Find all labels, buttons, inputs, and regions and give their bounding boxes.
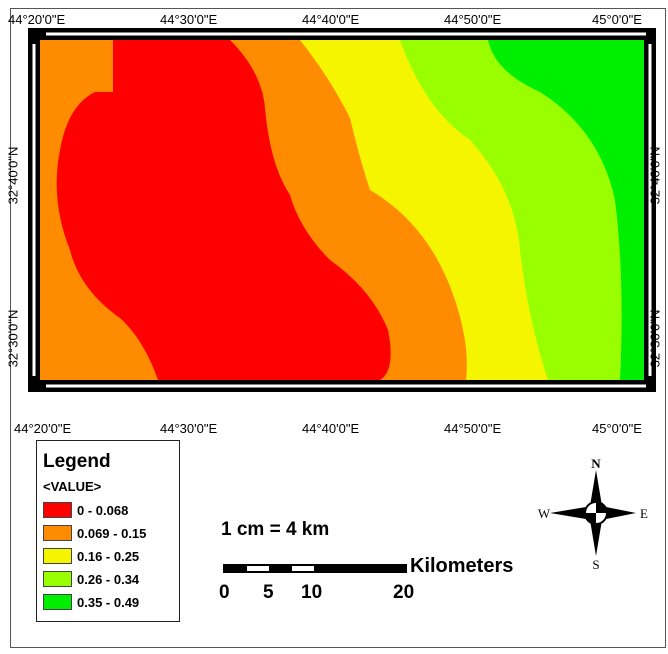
legend-label: 0 - 0.068 (77, 502, 129, 518)
scale-tick-label: 5 (263, 582, 274, 603)
legend-title: Legend (43, 451, 111, 472)
bottom-lon-label: 44°30'0"E (160, 421, 218, 436)
compass-n: N (591, 456, 601, 471)
bottom-lon-label: 44°40'0"E (302, 421, 360, 436)
scale-tick-label: 10 (301, 582, 323, 603)
scale-bar-segment (292, 566, 314, 571)
zone-0-0.068 (56, 40, 391, 380)
legend-item: 0.35 - 0.49 (43, 593, 139, 611)
map-raster (40, 40, 644, 380)
compass-quadrant (596, 502, 607, 513)
legend-swatch (43, 594, 72, 610)
legend-label: 0.069 - 0.15 (77, 525, 147, 541)
legend-label: 0.16 - 0.25 (77, 548, 140, 564)
top-lon-label: 44°50'0"E (444, 12, 502, 27)
scale-bar-segment (247, 566, 269, 571)
bottom-lon-label: 44°20'0"E (14, 421, 72, 436)
legend-item: 0.26 - 0.34 (43, 570, 139, 588)
scale-tick-label: 0 (219, 582, 230, 603)
top-lon-label: 45°0'0"E (592, 12, 642, 27)
legend-swatch (43, 525, 72, 541)
scale-bar-outline (223, 564, 407, 573)
top-lon-label: 44°20'0"E (8, 12, 66, 27)
compass-s: S (592, 557, 599, 571)
compass-w: W (538, 506, 551, 521)
bottom-lon-label: 44°50'0"E (444, 421, 502, 436)
legend-item: 0 - 0.068 (43, 501, 128, 519)
legend-swatch (43, 502, 72, 518)
scale-tick-label: 20 (393, 582, 415, 603)
map-layout-frame (10, 8, 666, 648)
legend-item: 0.069 - 0.15 (43, 524, 146, 542)
north-arrow-icon: N S W E (538, 456, 648, 571)
top-lon-label: 44°40'0"E (302, 12, 360, 27)
scale-ratio-text: 1 cm = 4 km (221, 519, 330, 540)
legend-swatch (43, 571, 72, 587)
neatline-ticks (32, 32, 652, 388)
compass-quadrant (585, 513, 596, 524)
legend-item: 0.16 - 0.25 (43, 547, 139, 565)
legend-label: 0.26 - 0.34 (77, 571, 140, 587)
top-lon-label: 44°30'0"E (160, 12, 218, 27)
scale-unit-label: Kilometers (410, 555, 514, 577)
legend-field: <VALUE> (43, 479, 102, 494)
legend-box: Legend <VALUE> 0 - 0.068 0.069 - 0.15 0.… (36, 440, 180, 622)
bottom-lon-label: 45°0'0"E (592, 421, 642, 436)
legend-swatch (43, 548, 72, 564)
legend-label: 0.35 - 0.49 (77, 594, 140, 610)
compass-e: E (640, 506, 648, 521)
